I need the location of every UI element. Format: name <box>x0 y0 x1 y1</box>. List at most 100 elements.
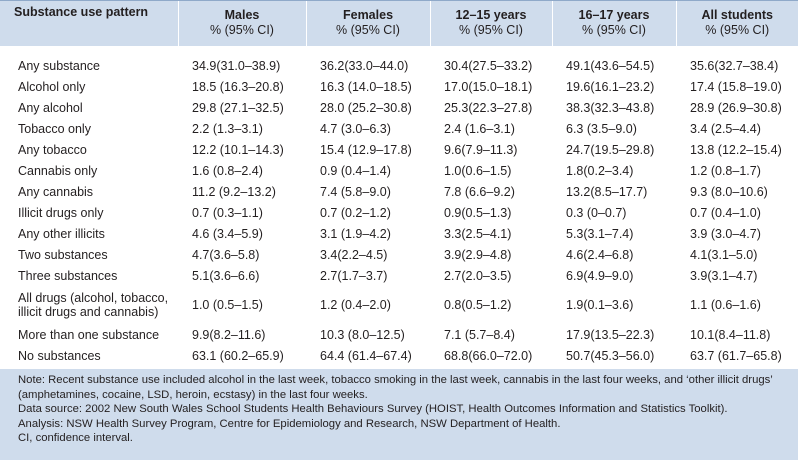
data-source-text: Data source: 2002 New South Wales School… <box>18 403 728 415</box>
cell-value: 4.6(2.4–6.8) <box>566 247 634 262</box>
cell-value: 3.9 (3.0–4.7) <box>690 226 761 241</box>
cell-value: 2.2 (1.3–3.1) <box>192 121 263 136</box>
cell-value: 29.8 (27.1–32.5) <box>192 100 284 115</box>
cell-value: 0.9(0.5–1.3) <box>444 205 512 220</box>
cell-value: 1.1 (0.6–1.6) <box>690 298 761 312</box>
cell-value: 24.7(19.5–29.8) <box>566 142 655 157</box>
cell-value: 9.9(8.2–11.6) <box>192 327 266 342</box>
cell-value: 10.3 (8.0–12.5) <box>320 327 405 342</box>
row-label: Tobacco only <box>18 121 91 136</box>
column-header-1: Males% (95% CI) <box>177 0 306 46</box>
column-header-title: 12–15 years <box>455 8 527 22</box>
cell-value: 0.3 (0–0.7) <box>566 205 627 220</box>
cell-value: 13.2(8.5–17.7) <box>566 184 648 199</box>
header-row: Substance use pattern Males% (95% CI) Fema… <box>0 0 798 46</box>
cell-value: 13.8 (12.2–15.4) <box>690 142 782 157</box>
cell-value: 1.0 (0.5–1.5) <box>192 298 263 312</box>
cell-value: 28.9 (26.9–30.8) <box>690 100 782 115</box>
row-label: Cannabis only <box>18 163 98 178</box>
cell-value: 34.9(31.0–38.9) <box>192 58 281 73</box>
column-header-4: 16–17 years% (95% CI) <box>551 0 676 46</box>
cell-value: 2.7(2.0–3.5) <box>444 268 512 283</box>
table-row: No substances 63.1 (60.2–65.9) 64.4 (61.4–… <box>0 345 798 366</box>
top-rule <box>0 0 798 1</box>
cell-value: 0.7 (0.3–1.1) <box>192 205 263 220</box>
cell-value: 1.6 (0.8–2.4) <box>192 163 263 178</box>
cell-value: 11.2 (9.2–13.2) <box>192 184 276 199</box>
cell-value: 7.4 (5.8–9.0) <box>320 184 391 199</box>
cell-value: 6.3 (3.5–9.0) <box>566 121 637 136</box>
cell-value: 63.1 (60.2–65.9) <box>192 348 284 363</box>
row-label: No substances <box>18 348 101 363</box>
row-label: Two substances <box>18 247 108 262</box>
cell-value: 5.3(3.1–7.4) <box>566 226 634 241</box>
cell-value: 3.9(3.1–4.7) <box>690 268 758 283</box>
row-label: Three substances <box>18 268 118 283</box>
cell-value: 3.4 (2.5–4.4) <box>690 121 761 136</box>
cell-value: 18.5 (16.3–20.8) <box>192 79 284 94</box>
table-row: Any tobacco 12.2 (10.1–14.3) 15.4 (12.9–17… <box>0 139 798 160</box>
cell-value: 2.7(1.7–3.7) <box>320 268 388 283</box>
column-header-title: 16–17 years <box>578 8 650 22</box>
row-label: Any tobacco <box>18 142 87 157</box>
table-row: Three substances 5.1(3.6–6.6) 2.7(1.7–3.7)… <box>0 265 798 286</box>
cell-value: 4.7(3.6–5.8) <box>192 247 260 262</box>
table-row: Any cannabis 11.2 (9.2–13.2) 7.4 (5.8–9.0)… <box>0 181 798 202</box>
row-label: Any substance <box>18 58 100 73</box>
analysis-text: Analysis: NSW Health Survey Program, Cen… <box>18 417 561 430</box>
table-row: Cannabis only 1.6 (0.8–2.4) 0.9 (0.4–1.4) 1… <box>0 160 798 181</box>
table-row: Any other illicits 4.6 (3.4–5.9) 3.1 (1.9–… <box>0 223 798 244</box>
cell-value: 0.8(0.5–1.2) <box>444 298 512 312</box>
row-label: Any cannabis <box>18 184 94 199</box>
cell-value: 3.3(2.5–4.1) <box>444 226 512 241</box>
cell-value: 12.2 (10.1–14.3) <box>192 142 284 157</box>
row-label: Alcohol only <box>18 79 86 94</box>
cell-value: 1.2 (0.4–2.0) <box>320 298 391 312</box>
cell-value: 38.3(32.3–43.8) <box>566 100 655 115</box>
cell-value: 9.3 (8.0–10.6) <box>690 184 768 199</box>
cell-value: 1.8(0.2–3.4) <box>566 163 634 178</box>
cell-value: 7.1 (5.7–8.4) <box>444 327 515 342</box>
cell-value: 0.9 (0.4–1.4) <box>320 163 391 178</box>
table-row: More than one substance 9.9(8.2–11.6) 10.3… <box>0 324 798 345</box>
cell-value: 4.6 (3.4–5.9) <box>192 226 263 241</box>
row-label: Illicit drugs only <box>18 205 104 220</box>
cell-value: 3.9(2.9–4.8) <box>444 247 512 262</box>
cell-value: 10.1(8.4–11.8) <box>690 327 771 342</box>
cell-value: 17.9(13.5–22.3) <box>566 327 655 342</box>
cell-value: 28.0 (25.2–30.8) <box>320 100 412 115</box>
cell-value: 15.4 (12.9–17.8) <box>320 142 412 157</box>
column-header-title: Substance use pattern <box>14 5 149 19</box>
row-label: All drugs (alcohol, tobacco, illicit dru… <box>18 291 169 319</box>
table-row: Two substances 4.7(3.6–5.8) 3.4(2.2–4.5) 3.… <box>0 244 798 265</box>
table-row: Tobacco only 2.2 (1.3–3.1) 4.7 (3.0–6.3) 2.… <box>0 118 798 139</box>
cell-value: 30.4(27.5–33.2) <box>444 58 533 73</box>
cell-value: 2.4 (1.6–3.1) <box>444 121 515 136</box>
spacer-row <box>0 46 798 55</box>
cell-value: 7.8 (6.6–9.2) <box>444 184 515 199</box>
cell-value: 5.1(3.6–6.6) <box>192 268 260 283</box>
column-header-unit: % (95% CI) <box>210 23 274 37</box>
column-header-unit: % (95% CI) <box>459 23 523 37</box>
column-header-5: All students% (95% CI) <box>675 0 798 46</box>
cell-value: 17.0(15.0–18.1) <box>444 79 533 94</box>
cell-value: 25.3(22.3–27.8) <box>444 100 533 115</box>
cell-value: 35.6(32.7–38.4) <box>690 58 779 73</box>
column-header-3: 12–15 years% (95% CI) <box>429 0 552 46</box>
cell-value: 68.8(66.0–72.0) <box>444 348 533 363</box>
cell-value: 0.7 (0.2–1.2) <box>320 205 391 220</box>
column-header-unit: % (95% CI) <box>336 23 400 37</box>
cell-value: 4.1(3.1–5.0) <box>690 247 758 262</box>
cell-value: 4.7 (3.0–6.3) <box>320 121 391 136</box>
row-label: Any other illicits <box>18 226 105 241</box>
cell-value: 1.9(0.1–3.6) <box>566 298 634 312</box>
column-header-title: All students <box>701 8 774 22</box>
column-header-2: Females% (95% CI) <box>305 0 430 46</box>
table-row: Any alcohol 29.8 (27.1–32.5) 28.0 (25.2–30… <box>0 97 798 118</box>
column-header-pattern: Substance use pattern <box>0 0 178 46</box>
cell-value: 0.7 (0.4–1.0) <box>690 205 761 220</box>
cell-value: 63.7 (61.7–65.8) <box>690 348 782 363</box>
table-row: Illicit drugs only 0.7 (0.3–1.1) 0.7 (0.2–… <box>0 202 798 223</box>
table-row: Alcohol only 18.5 (16.3–20.8) 16.3 (14.0–1… <box>0 76 798 97</box>
